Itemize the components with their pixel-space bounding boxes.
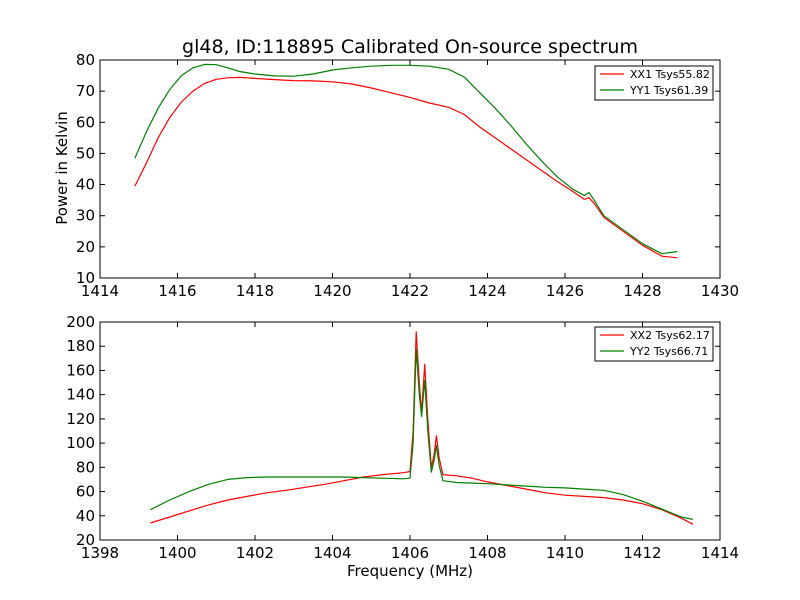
y-tick-label: 140 <box>66 386 95 404</box>
series-line-2 <box>150 348 694 520</box>
ticks-layer: 1414 1416 1418 1420 1422 1424 1426 1428 1430 10 20… <box>76 51 739 300</box>
x-tick-label: 1414 <box>701 544 739 562</box>
x-tick-label: 1420 <box>313 282 351 300</box>
y-tick-label: 40 <box>76 507 95 525</box>
series-layer <box>150 331 694 525</box>
series-line-2 <box>134 63 678 255</box>
x-tick-label: 1416 <box>158 282 196 300</box>
y-tick-label: 80 <box>76 458 95 476</box>
series-line-1 <box>150 331 694 525</box>
x-tick-label: 1430 <box>701 282 739 300</box>
legend-label-xx2: XX2 Tsys62.17 <box>630 329 710 342</box>
y-tick-label: 20 <box>76 238 95 256</box>
y-tick-label: 40 <box>76 176 95 194</box>
top-spectrum-plot: gl48, ID:118895 Calibrated On-source spe… <box>53 36 739 300</box>
y-tick-label: 180 <box>66 337 95 355</box>
y-tick-label: 100 <box>66 434 95 452</box>
x-tick-label: 1418 <box>236 282 274 300</box>
x-tick-label: 1424 <box>468 282 506 300</box>
x-tick-label: 1422 <box>391 282 429 300</box>
series-layer <box>134 63 678 259</box>
legend: XX1 Tsys55.82 YY1 Tsys61.39 <box>594 65 714 101</box>
series-line-1 <box>134 76 678 259</box>
x-tick-label: 1402 <box>236 544 274 562</box>
x-tick-label: 1412 <box>623 544 661 562</box>
legend-label-yy1: YY1 Tsys61.39 <box>629 84 708 97</box>
y-tick-label: 30 <box>76 207 95 225</box>
x-tick-label: 1414 <box>81 282 119 300</box>
x-tick-label: 1410 <box>546 544 584 562</box>
y-tick-label: 200 <box>66 313 95 331</box>
x-tick-label: 1426 <box>546 282 584 300</box>
legend-label-xx1: XX1 Tsys55.82 <box>630 68 710 81</box>
y-tick-label: 60 <box>76 113 95 131</box>
bottom-spectrum-plot: Frequency (MHz) 1398 1400 1402 1404 1406 1408… <box>66 313 739 580</box>
legend-box <box>594 326 714 362</box>
y-tick-label: 20 <box>76 531 95 549</box>
chart-title: gl48, ID:118895 Calibrated On-source spe… <box>182 36 638 58</box>
x-tick-label: 1400 <box>158 544 196 562</box>
x-tick-label: 1408 <box>468 544 506 562</box>
y-tick-label: 10 <box>76 269 95 287</box>
x-tick-label: 1404 <box>313 544 351 562</box>
x-tick-label: 1428 <box>623 282 661 300</box>
ticks-layer: 1398 1400 1402 1404 1406 1408 1410 1412 1414 20 40… <box>66 313 739 562</box>
y-tick-label: 50 <box>76 144 95 162</box>
x-axis-label: Frequency (MHz) <box>347 562 473 580</box>
x-tick-label: 1398 <box>81 544 119 562</box>
legend: XX2 Tsys62.17 YY2 Tsys66.71 <box>594 326 714 362</box>
legend-label-yy2: YY2 Tsys66.71 <box>629 345 708 358</box>
y-axis-label: Power in Kelvin <box>53 111 71 225</box>
y-tick-label: 60 <box>76 483 95 501</box>
x-tick-label: 1406 <box>391 544 429 562</box>
y-tick-label: 80 <box>76 51 95 69</box>
y-tick-label: 70 <box>76 82 95 100</box>
y-tick-label: 120 <box>66 410 95 428</box>
legend-box <box>594 65 714 101</box>
y-tick-label: 160 <box>66 361 95 379</box>
